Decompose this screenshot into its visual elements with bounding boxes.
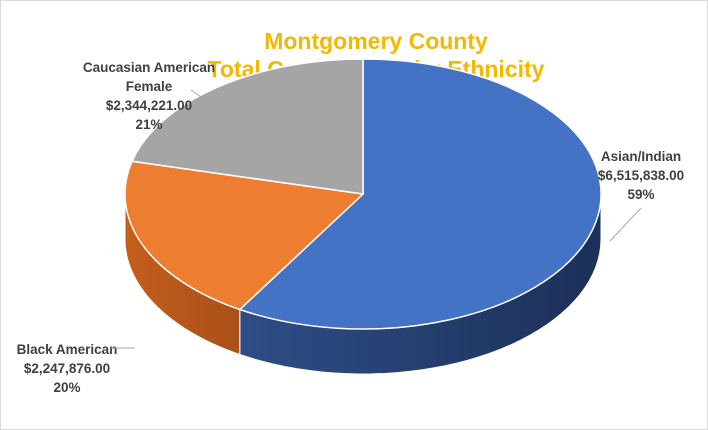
leader-line-caucasian	[190, 89, 238, 123]
slice-label-value: $6,515,838.00	[598, 168, 684, 183]
leader-line-asian	[609, 207, 642, 242]
chart-title-line-1: Montgomery County	[264, 28, 488, 54]
slice-black	[124, 160, 365, 311]
slice-asian	[238, 58, 602, 330]
slice-label-black: Black American $2,247,876.00 20%	[17, 342, 118, 395]
slice-label-name-line-2: Female	[126, 79, 173, 94]
slice-label-percent: 59%	[627, 187, 654, 202]
slice-label-percent: 21%	[135, 117, 162, 132]
slice-label-caucasian: Caucasian American Female $2,344,221.00 …	[83, 60, 215, 132]
slice-label-value: $2,247,876.00	[24, 361, 110, 376]
slice-label-percent: 20%	[53, 380, 80, 395]
slice-label-name: Asian/Indian	[601, 149, 681, 164]
slice-label-asian: Asian/Indian $6,515,838.00 59%	[598, 149, 684, 202]
slice-label-name-line-1: Caucasian American	[83, 60, 215, 75]
slice-label-name: Black American	[17, 342, 118, 357]
slice-label-value: $2,344,221.00	[106, 98, 192, 113]
slice-caucasian	[131, 58, 364, 195]
